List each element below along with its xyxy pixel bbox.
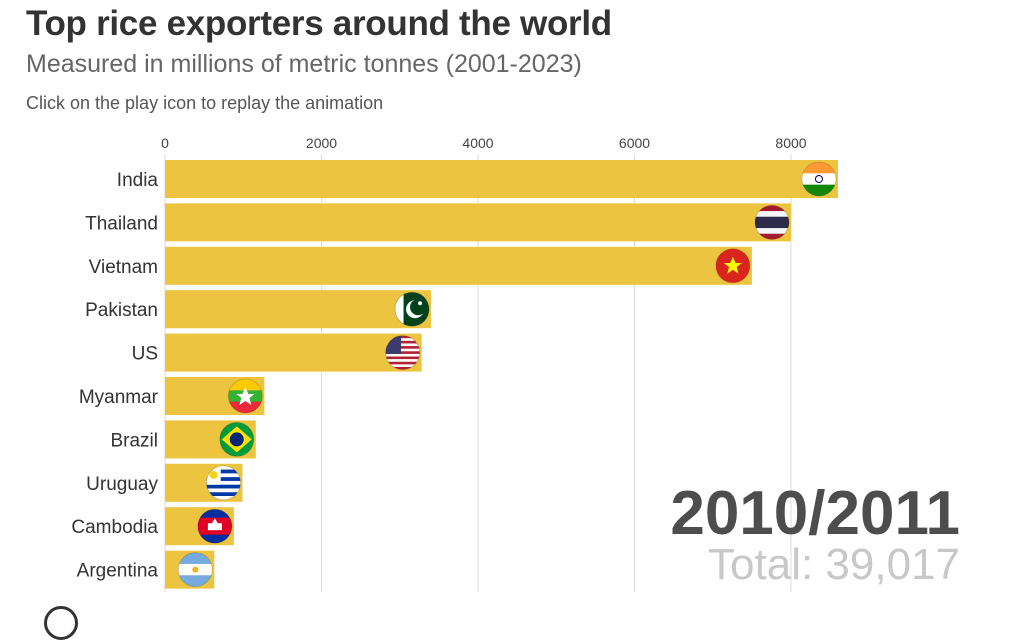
chart-title: Top rice exporters around the world	[26, 4, 612, 43]
category-label: Myanmar	[79, 387, 159, 408]
category-label: Argentina	[77, 561, 159, 582]
myanmar-flag-icon	[228, 379, 263, 413]
bar-us	[165, 333, 422, 372]
flags	[177, 161, 837, 588]
bar-pakistan	[165, 290, 432, 329]
x-tick-label: 8000	[775, 135, 806, 151]
total-label: Total: 39,017	[708, 540, 960, 589]
india-flag-icon	[801, 162, 836, 196]
category-label: Cambodia	[71, 517, 158, 538]
category-label: Pakistan	[85, 300, 158, 321]
play-icon[interactable]	[44, 606, 78, 640]
x-tick-label: 6000	[619, 135, 650, 151]
thailand-flag-icon	[755, 205, 789, 240]
x-tick-label: 2000	[306, 135, 337, 151]
chart-subtitle: Measured in millions of metric tonnes (2…	[26, 50, 582, 78]
x-tick-label: 4000	[462, 135, 493, 151]
period-label: 2010/2011	[670, 479, 960, 548]
category-label: Uruguay	[86, 474, 158, 495]
category-label: Thailand	[85, 213, 158, 234]
category-label: US	[132, 344, 158, 365]
x-axis-ticks: 0 2000 4000 6000 8000	[161, 135, 807, 151]
cambodia-flag-icon	[197, 509, 232, 544]
category-labels: India Thailand Vietnam Pakistan US Myanmar Bra…	[71, 170, 158, 582]
category-label: Vietnam	[89, 257, 158, 278]
replay-note: Click on the play icon to replay the ani…	[26, 93, 384, 113]
bar-chart: 0 2000 4000 6000 8000 India Thailand Vietnam Pa…	[71, 135, 838, 592]
vietnam-flag-icon	[715, 248, 750, 283]
bars	[165, 160, 838, 589]
x-tick-label: 0	[161, 135, 169, 151]
bar-vietnam	[165, 246, 752, 285]
brazil-flag-icon	[219, 422, 254, 457]
bar-india	[165, 160, 838, 198]
uruguay-flag-icon	[206, 465, 241, 500]
bar-thailand	[165, 203, 791, 242]
category-label: Brazil	[110, 430, 158, 451]
pakistan-flag-icon	[395, 292, 430, 327]
argentina-flag-icon	[178, 552, 213, 587]
category-label: India	[117, 170, 159, 191]
